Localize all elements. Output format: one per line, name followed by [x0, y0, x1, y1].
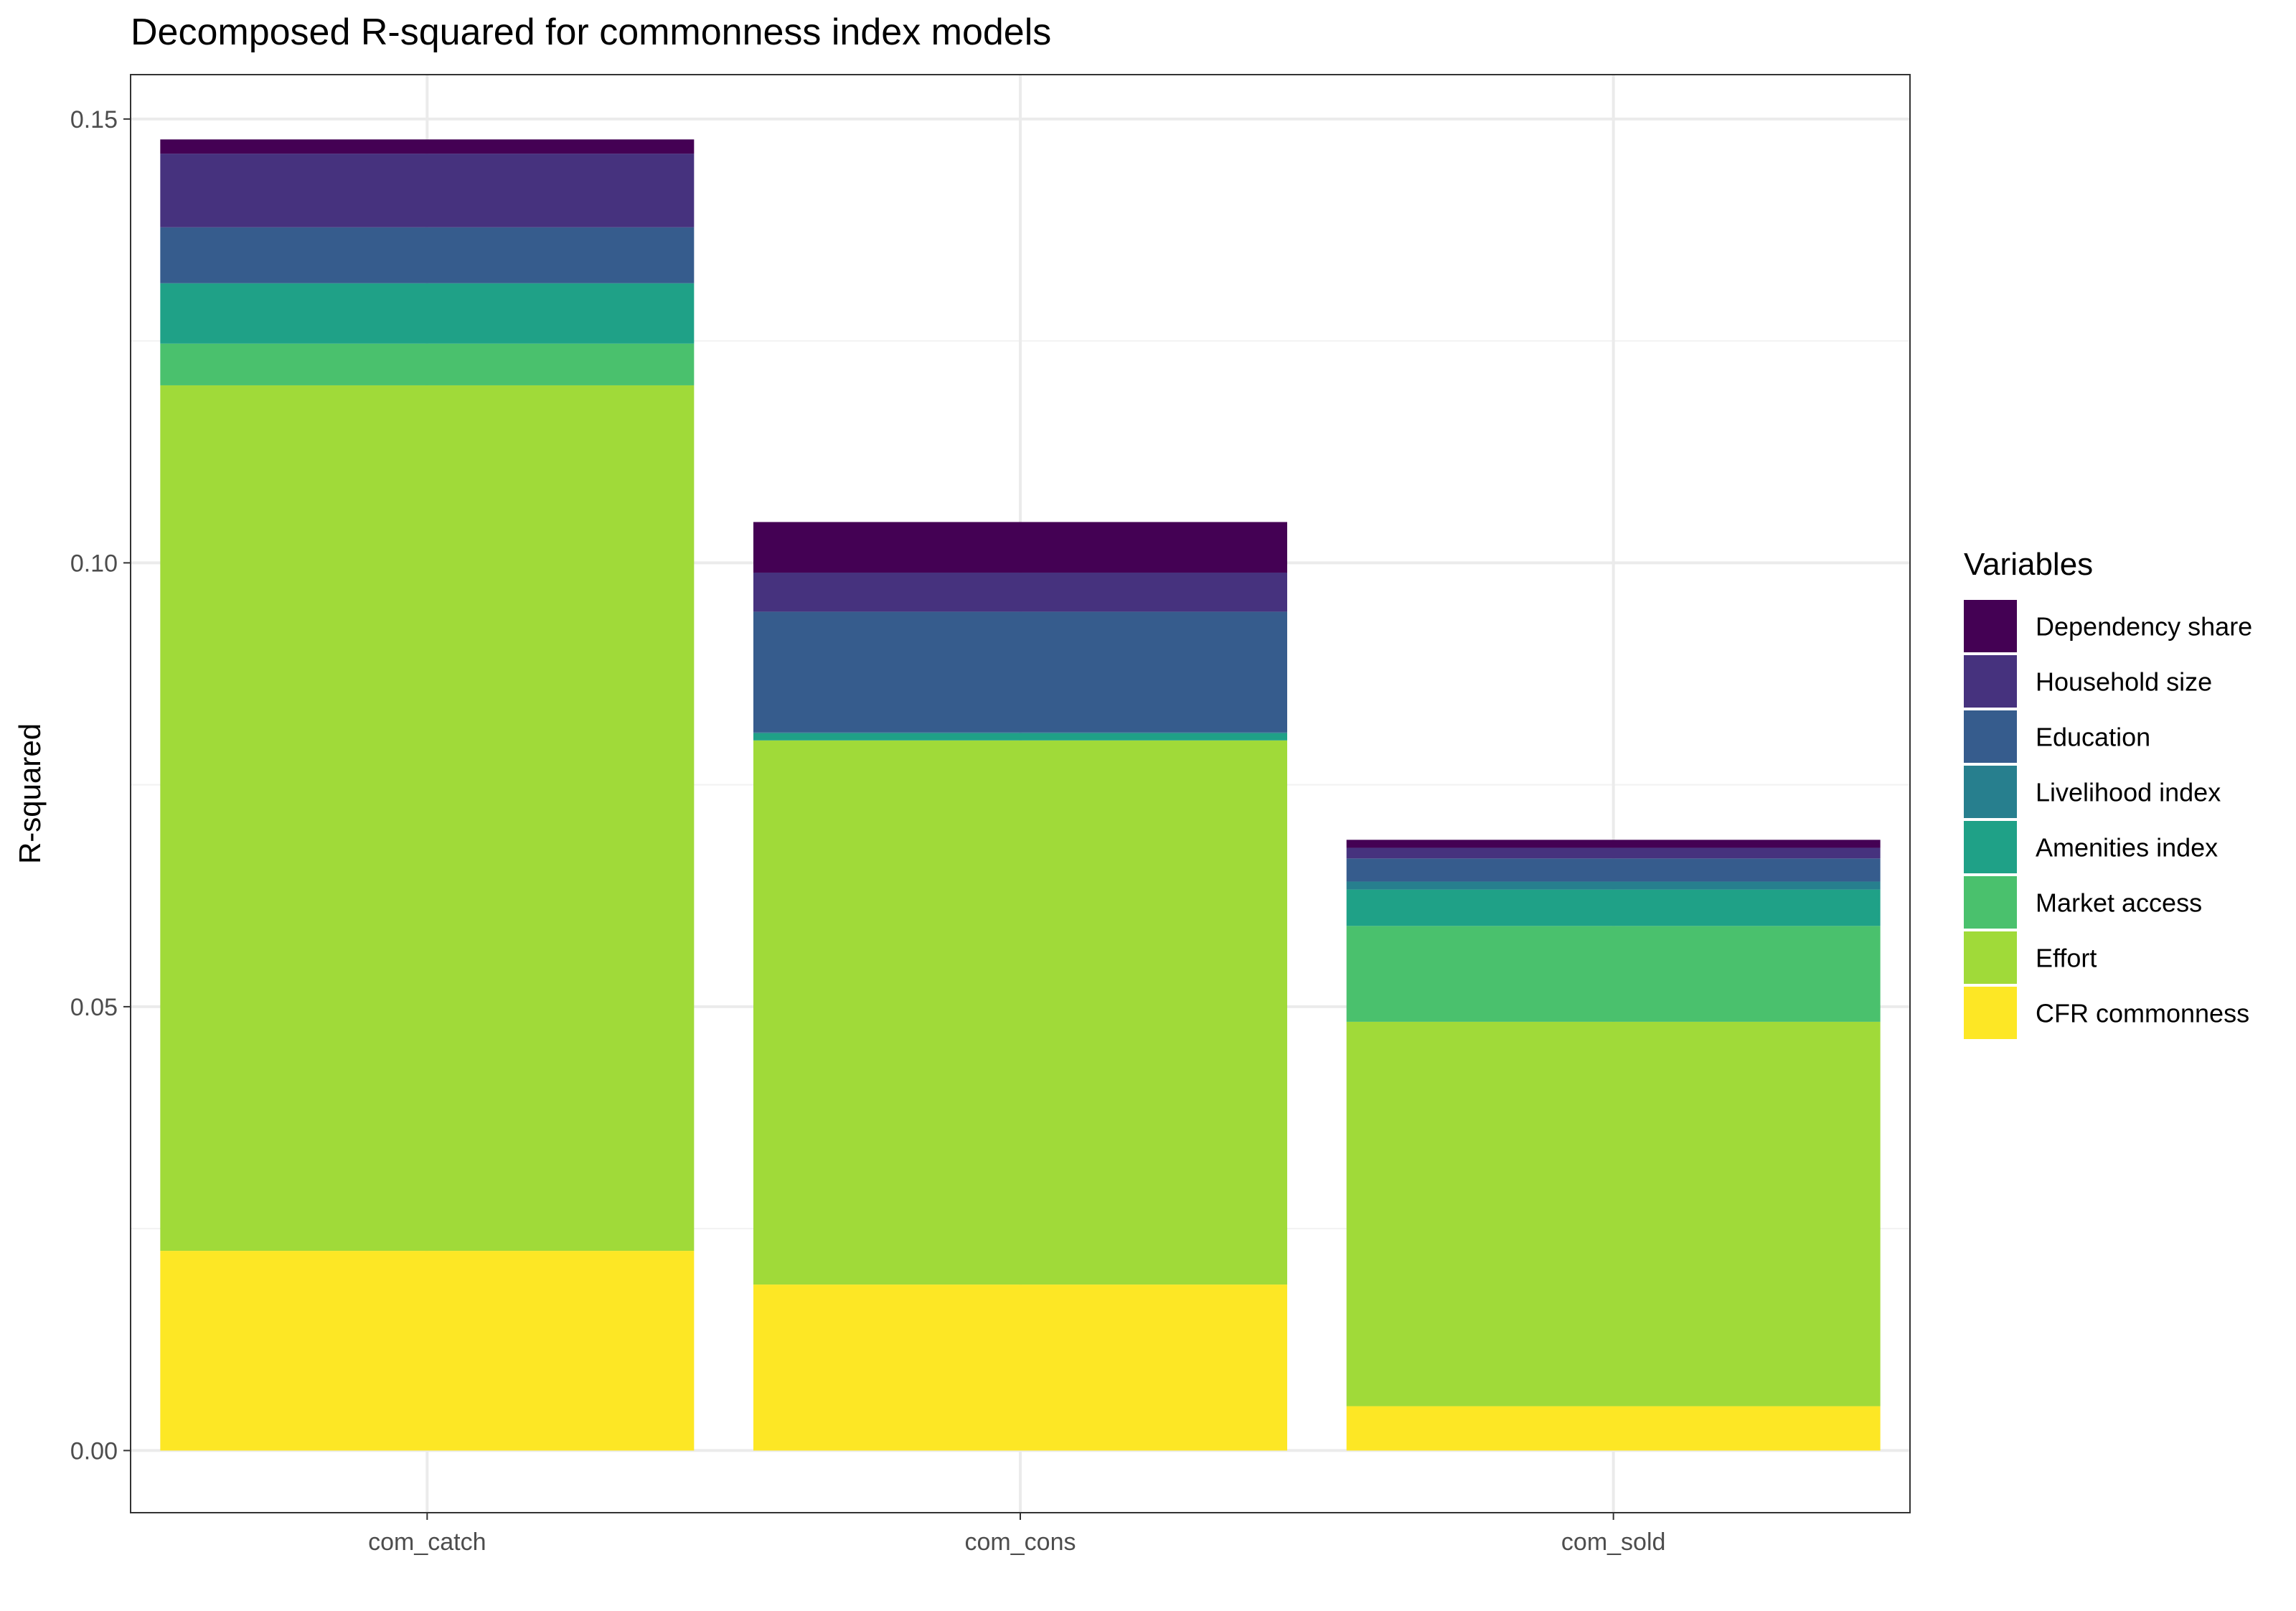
bar-segment — [1346, 1021, 1881, 1406]
x-tick-label: com_cons — [965, 1528, 1076, 1556]
chart-title: Decomposed R-squared for commonness inde… — [131, 11, 1051, 53]
legend-key — [1964, 987, 2017, 1039]
x-tick-label: com_catch — [368, 1528, 486, 1556]
legend-label: Amenities index — [2036, 833, 2218, 863]
legend-key — [1964, 821, 2017, 873]
bar-segment — [753, 611, 1287, 733]
bar-segment — [160, 154, 695, 227]
bar-segment — [160, 385, 695, 1251]
bar-segment — [753, 572, 1287, 612]
legend-label: Livelihood index — [2036, 778, 2221, 807]
y-tick-label: 0.05 — [70, 994, 118, 1021]
legend-label: Effort — [2036, 944, 2097, 973]
bar-segment — [160, 139, 695, 154]
legend-key — [1964, 600, 2017, 652]
legend-key — [1964, 766, 2017, 818]
bar-segment — [160, 343, 695, 385]
bars — [160, 139, 1881, 1451]
axes: 0.00 0.05 0.10 0.15 com_catch com_cons com_sol… — [70, 106, 1666, 1556]
legend-label: Market access — [2036, 888, 2202, 918]
bar-segment — [753, 740, 1287, 1285]
legend-key — [1964, 931, 2017, 984]
bar-segment — [1346, 840, 1881, 848]
legend-label: Dependency share — [2036, 612, 2252, 642]
legend-key — [1964, 876, 2017, 929]
legend-label: Education — [2036, 723, 2150, 752]
bar-segment — [1346, 889, 1881, 926]
bar-segment — [160, 1251, 695, 1451]
y-axis-title: R-squared — [13, 723, 47, 864]
bar-segment — [1346, 847, 1881, 859]
bar-segment — [753, 733, 1287, 741]
legend-title: Variables — [1964, 547, 2093, 582]
bar-segment — [160, 227, 695, 283]
y-tick-label: 0.00 — [70, 1437, 118, 1465]
legend-key — [1964, 710, 2017, 763]
bar-segment — [160, 283, 695, 344]
bar-segment — [753, 1284, 1287, 1451]
bar-segment — [1346, 881, 1881, 890]
x-tick-label: com_sold — [1561, 1528, 1666, 1556]
y-tick-label: 0.10 — [70, 550, 118, 577]
legend: Variables Dependency share Household size… — [1964, 547, 2252, 1039]
bar-segment — [753, 522, 1287, 573]
bar-segment — [1346, 1406, 1881, 1451]
bar-segment — [1346, 858, 1881, 882]
legend-label: Household size — [2036, 667, 2212, 697]
legend-key — [1964, 655, 2017, 708]
y-tick-label: 0.15 — [70, 106, 118, 133]
legend-label: CFR commonness — [2036, 999, 2249, 1028]
bar-segment — [1346, 926, 1881, 1022]
